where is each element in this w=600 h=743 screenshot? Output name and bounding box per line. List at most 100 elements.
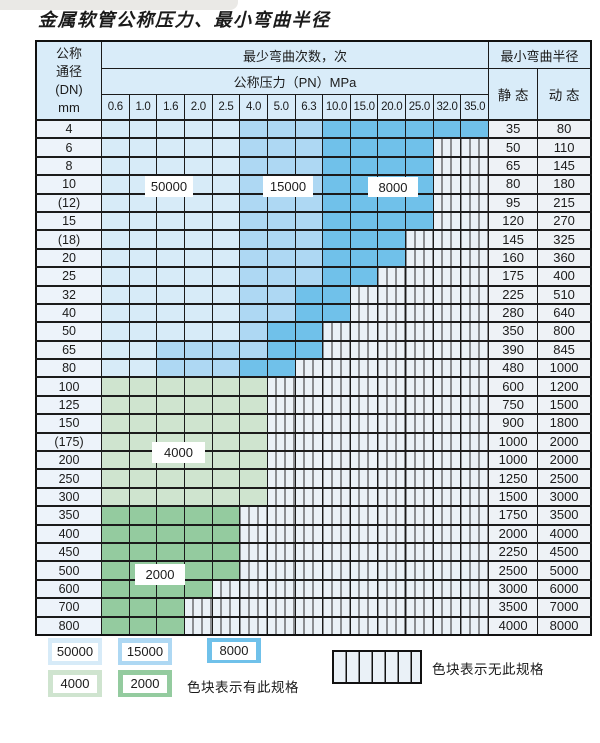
cell-800-4.0 xyxy=(239,615,268,636)
dynamic-value-800: 8000 xyxy=(537,615,592,636)
cell-700-35.0 xyxy=(460,597,490,618)
cell-32-10.0 xyxy=(322,284,351,305)
cell-150-10.0 xyxy=(322,413,351,434)
cell-40-1.0 xyxy=(128,302,158,323)
static-value-400: 2000 xyxy=(488,523,539,544)
cell-4-2.5 xyxy=(211,118,241,139)
cell-300-1.0 xyxy=(128,486,158,507)
cell-(12)-35.0 xyxy=(460,192,490,213)
cell-15-20.0 xyxy=(377,210,407,231)
cell-250-2.5 xyxy=(211,468,241,489)
cell-600-15.0 xyxy=(349,578,379,599)
cell-(175)-25.0 xyxy=(405,431,434,452)
cell-400-25.0 xyxy=(405,523,434,544)
cell-32-15.0 xyxy=(349,284,379,305)
cell-450-6.3 xyxy=(294,541,324,562)
cell-600-2.5 xyxy=(211,578,241,599)
cell-200-2.5 xyxy=(211,450,241,470)
dynamic-value-40: 640 xyxy=(537,302,592,323)
cell-450-4.0 xyxy=(239,541,268,562)
cell-125-1.6 xyxy=(156,394,185,415)
cell-32-4.0 xyxy=(239,284,268,305)
static-value-6: 50 xyxy=(488,137,539,158)
cell-700-4.0 xyxy=(239,597,268,618)
cell-125-4.0 xyxy=(239,394,268,415)
cell-350-1.0 xyxy=(128,505,158,526)
cell-100-35.0 xyxy=(460,376,490,397)
cell-125-1.0 xyxy=(128,394,158,415)
cell-50-10.0 xyxy=(322,321,351,342)
cell-100-5.0 xyxy=(266,376,296,397)
cell-600-20.0 xyxy=(377,578,407,599)
cell-40-1.6 xyxy=(156,302,185,323)
dn-cell-450: 450 xyxy=(35,541,103,562)
dynamic-value-25: 400 xyxy=(537,266,592,287)
cell-8-1.0 xyxy=(128,155,158,176)
cell-6-32.0 xyxy=(432,137,462,158)
cell-(18)-1.0 xyxy=(128,229,158,250)
cell-20-25.0 xyxy=(405,247,434,268)
cell-15-1.0 xyxy=(128,210,158,231)
cell-600-25.0 xyxy=(405,578,434,599)
cell-65-2.0 xyxy=(183,339,213,360)
cell-800-2.5 xyxy=(211,615,241,636)
cell-800-0.6 xyxy=(101,615,130,636)
cell-500-4.0 xyxy=(239,560,268,581)
cell-100-0.6 xyxy=(101,376,130,397)
table-row-dn-700: 700 3500 7000 xyxy=(35,597,592,618)
cell-20-15.0 xyxy=(349,247,379,268)
cell-100-1.6 xyxy=(156,376,185,397)
cell-125-32.0 xyxy=(432,394,462,415)
table-body: 4 35 80 6 50 110 8 65 145 10 80 180 (12) 95 215 15 120 27… xyxy=(35,118,592,636)
cell-250-2.0 xyxy=(183,468,213,489)
legend-label-2000: 2000 xyxy=(123,674,167,693)
cell-(12)-25.0 xyxy=(405,192,434,213)
static-value-20: 160 xyxy=(488,247,539,268)
cell-80-5.0 xyxy=(266,358,296,378)
dn-header: 公称 通径 (DN) mm xyxy=(35,40,103,121)
cell-450-10.0 xyxy=(322,541,351,562)
dynamic-value-4: 80 xyxy=(537,118,592,139)
cell-125-25.0 xyxy=(405,394,434,415)
cell-4-6.3 xyxy=(294,118,324,139)
table-row-dn-6: 6 50 110 xyxy=(35,137,592,158)
cell-800-1.6 xyxy=(156,615,185,636)
cell-80-0.6 xyxy=(101,358,130,378)
cell-700-32.0 xyxy=(432,597,462,618)
radius-header: 最小弯曲半径 xyxy=(488,40,592,69)
dn-cell-100: 100 xyxy=(35,376,103,397)
cell-65-2.5 xyxy=(211,339,241,360)
cell-(18)-1.6 xyxy=(156,229,185,250)
cell-250-32.0 xyxy=(432,468,462,489)
cell-20-1.6 xyxy=(156,247,185,268)
cell-800-6.3 xyxy=(294,615,324,636)
cell-350-2.5 xyxy=(211,505,241,526)
cell-15-4.0 xyxy=(239,210,268,231)
cell-300-32.0 xyxy=(432,486,462,507)
cell-(175)-4.0 xyxy=(239,431,268,452)
cell-450-25.0 xyxy=(405,541,434,562)
cell-200-10.0 xyxy=(322,450,351,470)
cell-125-0.6 xyxy=(101,394,130,415)
table-row-dn-450: 450 2250 4500 xyxy=(35,541,592,562)
cell-(12)-10.0 xyxy=(322,192,351,213)
cell-50-25.0 xyxy=(405,321,434,342)
cell-400-1.0 xyxy=(128,523,158,544)
cell-700-2.5 xyxy=(211,597,241,618)
cell-8-25.0 xyxy=(405,155,434,176)
static-value-600: 3000 xyxy=(488,578,539,599)
cell-15-15.0 xyxy=(349,210,379,231)
static-value-(12): 95 xyxy=(488,192,539,213)
cell-(12)-20.0 xyxy=(377,192,407,213)
cell-500-2.0 xyxy=(183,560,213,581)
cell-10-0.6 xyxy=(101,174,130,195)
cell-(12)-4.0 xyxy=(239,192,268,213)
cell-(12)-0.6 xyxy=(101,192,130,213)
cell-50-1.6 xyxy=(156,321,185,342)
cell-25-15.0 xyxy=(349,266,379,287)
table-row-dn-8: 8 65 145 xyxy=(35,155,592,176)
dynamic-value-6: 110 xyxy=(537,137,592,158)
cell-25-2.5 xyxy=(211,266,241,287)
cell-800-25.0 xyxy=(405,615,434,636)
pressure-values-row: 0.6 1.0 1.6 2.0 2.5 4.0 5.0 6.3 10.0 15.0 20.0 25.0… xyxy=(36,94,591,121)
